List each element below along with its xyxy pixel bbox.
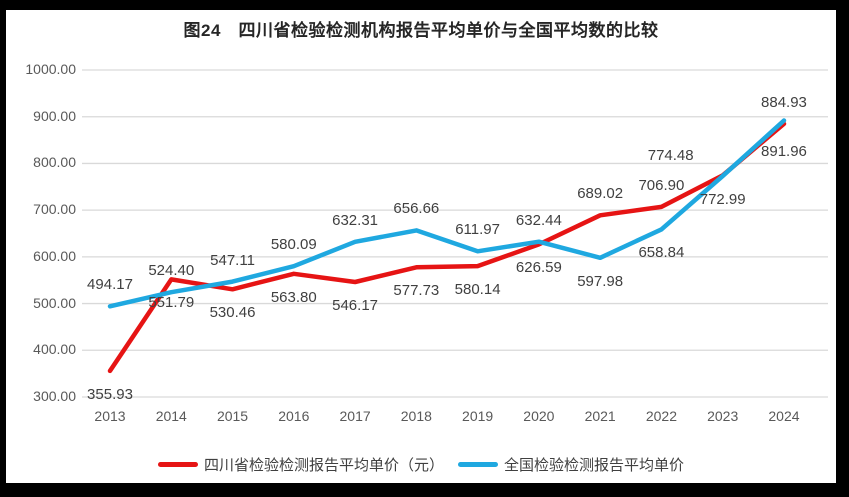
x-axis-tick-label: 2020 — [523, 408, 555, 424]
x-axis-tick-label: 2019 — [462, 408, 494, 424]
y-axis-tick-label: 1000.00 — [25, 61, 76, 77]
national-data-label: 632.31 — [332, 211, 379, 229]
x-axis-tick-label: 2016 — [278, 408, 310, 424]
sichuan-data-label: 580.14 — [454, 281, 501, 299]
sichuan-series-line — [107, 121, 787, 374]
y-axis-tick-label: 900.00 — [33, 107, 76, 124]
legend-item: 四川省检验检测报告平均单价（元） — [157, 454, 444, 475]
national-data-label: 656.66 — [393, 200, 440, 218]
sichuan-legend-swatch-icon — [157, 462, 198, 467]
national-legend-swatch-icon — [458, 462, 498, 467]
sichuan-data-label: 530.46 — [209, 304, 256, 322]
sichuan-data-label: 355.93 — [87, 385, 133, 403]
plot-area — [82, 69, 828, 398]
y-axis-tick-label: 800.00 — [33, 154, 76, 171]
national-series-line — [107, 118, 787, 309]
x-axis-tick-label: 2014 — [155, 408, 187, 424]
national-data-label: 658.84 — [638, 244, 685, 262]
sichuan-data-label: 563.80 — [270, 288, 317, 306]
national-data-label: 611.97 — [455, 221, 500, 239]
sichuan-data-label: 884.93 — [761, 93, 807, 111]
x-axis-tick-label: 2018 — [400, 408, 432, 424]
sichuan-data-label: 577.73 — [393, 282, 440, 300]
x-axis-tick-label: 2021 — [584, 408, 616, 424]
national-data-label: 597.98 — [577, 272, 624, 290]
y-axis-tick-label: 700.00 — [33, 201, 76, 218]
sichuan-data-label: 774.48 — [647, 147, 694, 165]
chart-title: 图24 四川省检验检测机构报告平均单价与全国平均数的比较 — [183, 21, 659, 40]
y-axis-tick-label: 600.00 — [33, 247, 76, 264]
national-data-label: 772.99 — [699, 191, 746, 209]
sichuan-data-label: 689.02 — [577, 185, 624, 203]
y-axis-tick-label: 300.00 — [33, 388, 76, 404]
national-data-label: 580.09 — [270, 236, 317, 254]
y-axis-tick-label: 500.00 — [33, 294, 76, 311]
x-axis-tick-label: 2024 — [768, 408, 800, 424]
x-axis-tick-label: 2022 — [645, 408, 677, 424]
x-axis-tick-label: 2017 — [339, 408, 371, 424]
national-data-label: 524.40 — [148, 262, 195, 280]
y-axis-tick-label: 400.00 — [33, 341, 76, 358]
national-data-label: 494.17 — [87, 276, 133, 294]
national-data-label: 632.44 — [515, 211, 562, 229]
chart-canvas: 图24 四川省检验检测机构报告平均单价与全国平均数的比较 1000.00 900.… — [6, 10, 836, 483]
sichuan-data-label: 546.17 — [332, 297, 379, 314]
national-data-label: 891.96 — [761, 143, 807, 161]
sichuan-data-label: 706.90 — [638, 176, 685, 194]
sichuan-data-label: 626.59 — [515, 259, 562, 277]
sichuan-data-label: 551.79 — [148, 294, 195, 312]
x-axis-tick-label: 2013 — [94, 408, 126, 424]
legend-item: 全国检验检测报告平均单价 — [458, 454, 684, 475]
legend-label: 全国检验检测报告平均单价 — [504, 457, 685, 474]
legend: 四川省检验检测报告平均单价（元） 全国检验检测报告平均单价 — [6, 454, 836, 475]
national-data-label: 547.11 — [210, 251, 255, 269]
legend-label: 四川省检验检测报告平均单价（元） — [203, 457, 444, 474]
x-axis-tick-label: 2015 — [216, 408, 249, 424]
x-axis-tick-label: 2023 — [707, 408, 739, 424]
